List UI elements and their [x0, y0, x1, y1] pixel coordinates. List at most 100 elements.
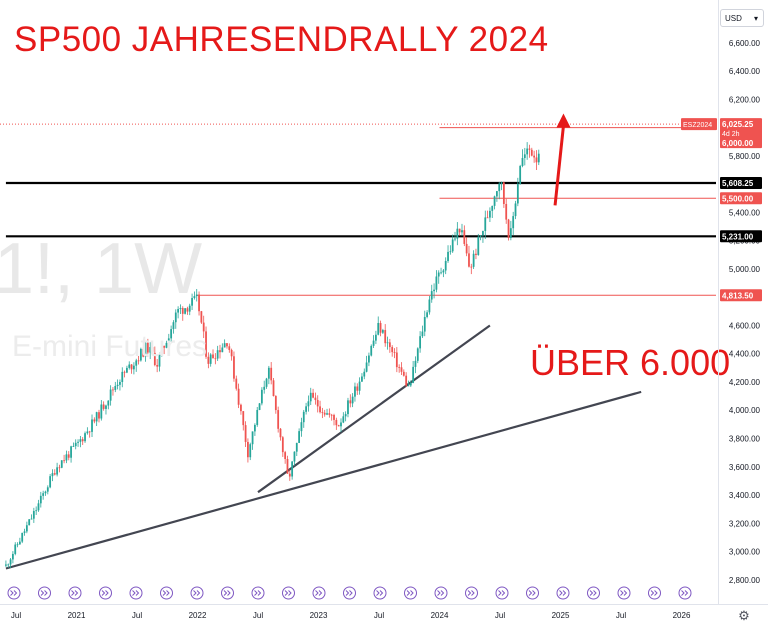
candle[interactable] — [489, 207, 491, 223]
candle[interactable] — [49, 473, 52, 489]
candle[interactable] — [11, 551, 14, 564]
candle[interactable] — [463, 225, 466, 247]
candle[interactable] — [240, 403, 242, 415]
candle[interactable] — [202, 315, 205, 339]
candle[interactable] — [249, 442, 252, 461]
trendline[interactable] — [5, 390, 642, 570]
candle[interactable] — [323, 409, 326, 417]
candle[interactable] — [44, 490, 47, 496]
candle[interactable] — [530, 147, 533, 157]
candle[interactable] — [258, 402, 261, 411]
dividend-double-arrow-icon[interactable] — [495, 586, 509, 600]
candle[interactable] — [398, 364, 401, 373]
candle[interactable] — [454, 231, 456, 242]
candle[interactable] — [188, 303, 191, 316]
candle[interactable] — [98, 409, 100, 423]
candle[interactable] — [247, 438, 249, 463]
candle[interactable] — [35, 506, 38, 515]
candle[interactable] — [368, 352, 370, 367]
candle[interactable] — [458, 228, 461, 236]
candle[interactable] — [495, 190, 498, 202]
candle[interactable] — [184, 308, 186, 315]
candle[interactable] — [251, 431, 254, 450]
candle[interactable] — [114, 381, 117, 393]
candle[interactable] — [237, 383, 240, 409]
candle[interactable] — [349, 394, 352, 408]
candle[interactable] — [440, 267, 442, 275]
candle[interactable] — [528, 144, 531, 158]
dividend-double-arrow-icon[interactable] — [190, 586, 204, 600]
candle[interactable] — [521, 149, 524, 168]
candle[interactable] — [186, 306, 189, 315]
candle[interactable] — [477, 233, 480, 256]
candle[interactable] — [505, 198, 508, 224]
dividend-double-arrow-icon[interactable] — [251, 586, 265, 600]
candle[interactable] — [25, 521, 28, 534]
candle[interactable] — [519, 164, 522, 185]
candle[interactable] — [95, 411, 98, 427]
candle[interactable] — [70, 445, 72, 463]
arrow-shaft[interactable] — [553, 125, 565, 206]
candle[interactable] — [149, 342, 152, 360]
candle[interactable] — [214, 353, 217, 365]
candle[interactable] — [244, 421, 247, 448]
candle[interactable] — [384, 324, 387, 347]
candle[interactable] — [509, 220, 512, 241]
candle[interactable] — [363, 368, 366, 380]
candle[interactable] — [137, 355, 140, 365]
candle[interactable] — [449, 245, 452, 255]
candle[interactable] — [179, 304, 182, 314]
candle[interactable] — [86, 427, 89, 435]
candle[interactable] — [37, 499, 40, 512]
candle[interactable] — [419, 331, 422, 353]
candle[interactable] — [486, 210, 489, 219]
candle[interactable] — [456, 222, 459, 246]
candle[interactable] — [409, 380, 412, 388]
candle[interactable] — [516, 177, 519, 207]
candle[interactable] — [475, 248, 477, 260]
candle[interactable] — [314, 392, 317, 405]
candle[interactable] — [342, 412, 345, 424]
candle[interactable] — [163, 345, 166, 355]
candle[interactable] — [165, 340, 168, 349]
candle[interactable] — [435, 270, 438, 293]
dividend-double-arrow-icon[interactable] — [465, 586, 478, 600]
dividend-double-arrow-icon[interactable] — [343, 586, 356, 600]
candle[interactable] — [288, 469, 291, 481]
candle[interactable] — [407, 380, 410, 387]
candle[interactable] — [156, 358, 159, 373]
candle[interactable] — [146, 338, 149, 357]
candle[interactable] — [370, 344, 373, 357]
candle[interactable] — [205, 326, 207, 359]
candle[interactable] — [123, 370, 126, 378]
candle[interactable] — [423, 310, 426, 337]
candle[interactable] — [395, 347, 398, 373]
candle[interactable] — [277, 406, 280, 433]
candle[interactable] — [130, 364, 133, 374]
candle[interactable] — [526, 142, 529, 160]
gear-icon[interactable]: ⚙ — [738, 608, 750, 623]
candle[interactable] — [223, 339, 226, 348]
candle[interactable] — [358, 377, 361, 395]
candle[interactable] — [319, 400, 321, 414]
candle[interactable] — [344, 411, 347, 422]
candle[interactable] — [105, 404, 107, 415]
candle[interactable] — [256, 406, 259, 427]
candle[interactable] — [533, 150, 536, 163]
candle[interactable] — [228, 343, 231, 353]
candle[interactable] — [23, 528, 26, 536]
candle[interactable] — [263, 380, 266, 394]
candle[interactable] — [170, 325, 173, 342]
candle[interactable] — [60, 460, 63, 469]
candle[interactable] — [493, 195, 496, 210]
candle[interactable] — [51, 469, 54, 482]
candle[interactable] — [351, 393, 354, 408]
candle[interactable] — [500, 181, 503, 191]
candle[interactable] — [139, 347, 142, 362]
candle[interactable] — [333, 413, 335, 426]
candle[interactable] — [321, 407, 324, 419]
candle[interactable] — [151, 346, 154, 356]
candle[interactable] — [335, 417, 338, 430]
candle[interactable] — [119, 379, 121, 391]
